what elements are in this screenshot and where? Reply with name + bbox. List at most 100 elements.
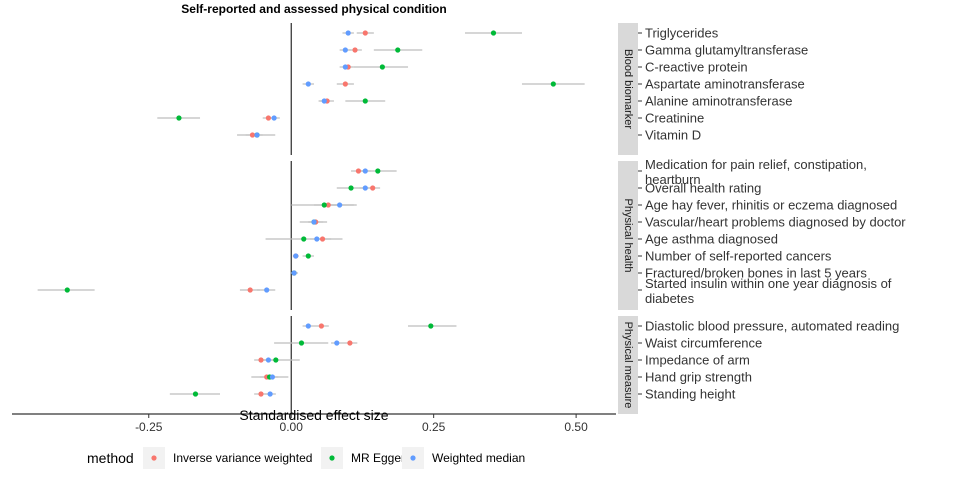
category-label: Overall health rating <box>645 181 761 196</box>
data-point-egger <box>298 340 305 346</box>
legend-label: MR Egger <box>351 451 405 465</box>
data-point-egger <box>550 81 556 87</box>
data-point-egger <box>176 115 182 121</box>
data-point-wm <box>254 132 260 138</box>
data-point-wm <box>314 236 320 242</box>
legend-marker <box>410 455 416 461</box>
data-point-egger <box>305 253 311 259</box>
data-point-wm <box>342 64 348 70</box>
data-point-egger <box>64 287 70 293</box>
category-label: Age asthma diagnosed <box>645 232 778 247</box>
data-point-ivw <box>247 287 253 293</box>
data-point-egger <box>348 185 354 191</box>
data-point-egger <box>375 168 381 174</box>
x-axis: -0.25 0.00 0.25 0.50 <box>12 413 616 434</box>
data-point-wm <box>362 168 368 174</box>
data-point-wm <box>305 81 311 87</box>
facet-panel: Blood biomarker Triglycerides Gamma glutam… <box>157 23 808 155</box>
x-tick-label: 0.00 <box>280 420 304 434</box>
category-label: Fractured/broken bones in last 5 years <box>645 266 867 281</box>
data-point-ivw <box>249 132 256 138</box>
data-point-wm <box>362 185 368 191</box>
x-tick-label: 0.50 <box>564 420 588 434</box>
data-point-ivw <box>342 81 348 87</box>
x-tick-label: 0.25 <box>422 420 446 434</box>
legend-label: Weighted median <box>432 451 525 465</box>
data-point-wm <box>265 357 272 363</box>
category-label: C-reactive protein <box>645 60 748 75</box>
category-label: Diastolic blood pressure, automated read… <box>645 319 899 334</box>
category-label: Medication for pain relief, constipation… <box>645 157 867 187</box>
category-label: Started insulin within one year diagnosi… <box>645 276 892 306</box>
legend-label: Inverse variance weighted <box>173 451 312 465</box>
legend: method Inverse variance weighted MR Egger… <box>87 447 525 469</box>
data-point-egger <box>273 357 279 363</box>
category-label: Age hay fever, rhinitis or eczema diagno… <box>645 198 897 213</box>
category-label: Gamma glutamyltransferase <box>645 43 808 58</box>
category-label: Number of self-reported cancers <box>645 249 832 264</box>
legend-marker <box>329 455 335 461</box>
facet-panels: Blood biomarker Triglycerides Gamma glutam… <box>37 23 906 414</box>
data-point-wm <box>291 270 297 276</box>
category-label-line: diabetes <box>645 291 695 306</box>
data-point-wm <box>267 391 273 397</box>
category-label-line: heartburn <box>645 172 701 187</box>
data-point-egger <box>192 391 199 397</box>
category-label-line: Medication for pain relief, constipation… <box>645 157 867 172</box>
data-point-ivw <box>265 115 272 121</box>
data-point-ivw <box>258 391 264 397</box>
legend-item: Weighted median <box>402 447 525 469</box>
category-label: Triglycerides <box>645 26 719 41</box>
category-label: Vascular/heart problems diagnosed by doc… <box>645 215 906 230</box>
data-point-ivw <box>325 202 331 208</box>
legend-item: MR Egger <box>321 447 405 469</box>
data-point-wm <box>305 323 311 329</box>
data-point-ivw <box>318 323 325 329</box>
category-label: Aspartate aminotransferase <box>645 77 805 92</box>
data-point-wm <box>311 219 317 225</box>
data-point-egger <box>395 47 401 53</box>
category-label-line: Started insulin within one year diagnosi… <box>645 276 892 291</box>
facet-strip-label: Blood biomarker <box>622 49 634 129</box>
data-point-egger <box>379 64 385 70</box>
data-point-wm <box>271 115 277 121</box>
data-point-wm <box>342 47 348 53</box>
legend-title: method <box>87 450 134 466</box>
category-label: Impedance of arm <box>645 353 750 368</box>
data-point-egger <box>428 323 434 329</box>
data-point-wm <box>337 202 343 208</box>
data-point-wm <box>321 98 327 104</box>
legend-marker <box>151 455 157 461</box>
legend-item: Inverse variance weighted <box>143 447 312 469</box>
facet-strip-label: Physical health <box>622 199 634 273</box>
data-point-wm <box>264 287 270 293</box>
data-point-wm <box>293 253 299 259</box>
category-label: Waist circumference <box>645 336 762 351</box>
chart-title: Self-reported and assessed physical cond… <box>181 2 446 16</box>
data-point-ivw <box>319 236 326 242</box>
data-point-ivw <box>362 30 368 36</box>
x-axis-title: Standardised effect size <box>239 407 388 423</box>
facet-strip <box>618 316 638 414</box>
facet-strip-label: Physical measure <box>622 322 634 409</box>
category-label: Hand grip strength <box>645 370 752 385</box>
data-point-wm <box>345 30 351 36</box>
data-point-egger <box>362 98 368 104</box>
facet-strip <box>618 161 638 310</box>
data-point-egger <box>321 202 327 208</box>
data-point-ivw <box>347 340 353 346</box>
data-point-ivw <box>258 357 264 363</box>
data-point-ivw <box>370 185 376 191</box>
data-point-wm <box>269 374 276 380</box>
x-tick-label: -0.25 <box>135 420 163 434</box>
facet-strip <box>618 23 638 155</box>
category-label: Creatinine <box>645 111 704 126</box>
data-point-ivw <box>352 47 358 53</box>
category-label: Alanine aminotransferase <box>645 94 792 109</box>
data-point-egger <box>490 30 497 36</box>
data-point-egger <box>301 236 307 242</box>
category-label: Vitamin D <box>645 128 701 143</box>
facet-panel: Physical health Medication for pain relie… <box>37 157 906 310</box>
data-point-wm <box>334 340 340 346</box>
